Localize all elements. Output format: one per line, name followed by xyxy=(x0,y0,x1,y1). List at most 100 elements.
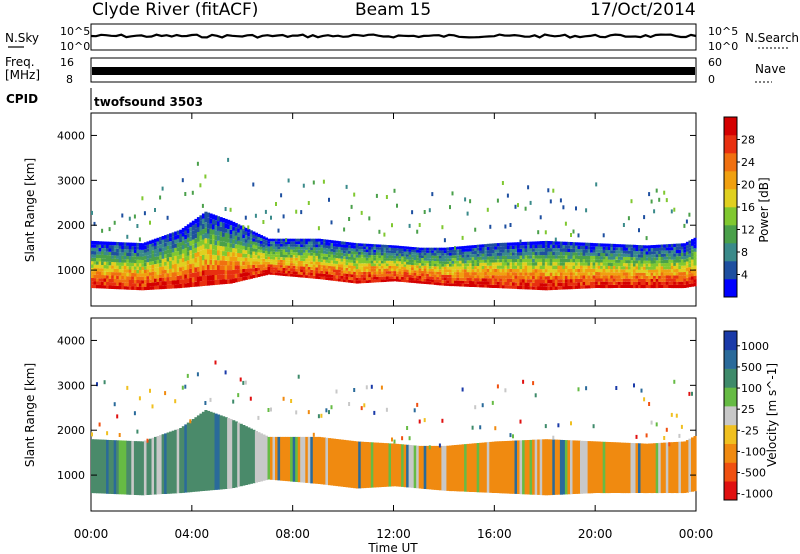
power-cell xyxy=(600,262,604,266)
power-cell xyxy=(512,268,516,273)
power-cell xyxy=(602,269,606,273)
power-cell xyxy=(385,260,389,264)
power-cell xyxy=(683,246,687,250)
power-cell xyxy=(116,258,120,263)
power-cell xyxy=(633,244,637,248)
power-cell xyxy=(597,243,601,247)
power-cell xyxy=(385,271,389,274)
power-cell xyxy=(383,255,387,259)
power-cell xyxy=(328,251,332,255)
power-cell xyxy=(645,266,649,270)
power-cell xyxy=(597,246,601,250)
power-cell xyxy=(592,243,596,247)
power-cell xyxy=(660,244,664,248)
power-cell xyxy=(259,261,263,265)
power-cell xyxy=(653,266,657,270)
power-cell xyxy=(570,272,574,276)
power-cell xyxy=(259,264,263,268)
power-cell xyxy=(549,279,553,284)
power-cell xyxy=(501,255,505,260)
power-cell xyxy=(214,240,218,246)
power-cell xyxy=(685,281,689,285)
power-cell xyxy=(350,262,354,266)
velocity-cell xyxy=(680,424,683,429)
power-cell xyxy=(239,269,243,274)
power-cell xyxy=(648,263,652,267)
power-cell xyxy=(401,251,405,254)
power-cell xyxy=(537,241,541,245)
power-cell xyxy=(680,256,684,260)
power-cell xyxy=(433,255,437,259)
power-cell xyxy=(474,227,477,232)
power-cell xyxy=(491,272,495,276)
power-cell xyxy=(418,263,422,266)
power-cell xyxy=(103,254,107,259)
power-cell xyxy=(691,259,695,263)
power-cell xyxy=(544,276,548,280)
power-cell xyxy=(292,265,296,269)
power-cell xyxy=(678,262,682,266)
power-cell xyxy=(128,283,132,287)
power-cell xyxy=(494,281,498,285)
power-cell xyxy=(98,285,102,289)
power-cell xyxy=(580,255,584,259)
power-cell xyxy=(643,269,647,273)
power-cell xyxy=(204,280,208,286)
power-cell xyxy=(385,276,389,280)
power-cell xyxy=(277,254,281,257)
power-cell xyxy=(222,246,226,252)
power-cell xyxy=(181,275,185,280)
power-cell xyxy=(189,227,193,232)
power-cell xyxy=(582,272,586,276)
power-cell xyxy=(620,272,624,276)
power-cell xyxy=(330,220,333,225)
power-cell xyxy=(449,269,453,273)
power-cell xyxy=(96,271,100,275)
power-cell xyxy=(554,279,558,283)
power-cell xyxy=(184,252,188,257)
power-cell xyxy=(469,278,473,281)
power-cell xyxy=(542,286,546,291)
power-cell xyxy=(108,275,112,279)
velocity-cell xyxy=(481,403,484,408)
power-cell xyxy=(519,275,523,280)
power-cell xyxy=(176,263,180,268)
power-cell xyxy=(254,251,258,256)
power-cell xyxy=(239,241,243,246)
power-cell xyxy=(443,272,447,275)
power-cell xyxy=(305,258,309,262)
power-cell xyxy=(108,245,112,249)
power-cell xyxy=(688,253,692,258)
power-cell xyxy=(222,232,226,237)
power-cell xyxy=(675,272,679,276)
power-cell xyxy=(559,265,563,269)
power-cell xyxy=(151,250,155,254)
power-cell xyxy=(542,283,546,287)
power-cell xyxy=(680,252,684,257)
power-cell xyxy=(154,249,158,254)
power-cell xyxy=(612,269,616,273)
power-cell xyxy=(91,257,95,262)
power-cell xyxy=(267,269,271,273)
power-cell xyxy=(322,256,326,260)
power-cell xyxy=(368,274,372,278)
power-cell xyxy=(355,243,359,247)
power-cell xyxy=(580,245,584,250)
power-cell xyxy=(209,244,213,250)
power-cell xyxy=(585,285,589,289)
power-cell xyxy=(96,251,100,255)
power-cell xyxy=(426,279,430,282)
power-cell xyxy=(247,225,250,230)
power-cell xyxy=(91,284,95,289)
power-cell xyxy=(244,246,248,251)
power-cell xyxy=(552,283,556,287)
power-cell xyxy=(244,227,248,232)
power-cell xyxy=(479,284,483,288)
velocity-cell xyxy=(270,407,272,412)
power-cell xyxy=(622,244,626,248)
power-cell xyxy=(607,269,611,273)
power-cell xyxy=(590,281,594,285)
power-cell xyxy=(292,252,296,255)
power-cell xyxy=(501,249,505,253)
velocity-cell xyxy=(267,408,270,412)
